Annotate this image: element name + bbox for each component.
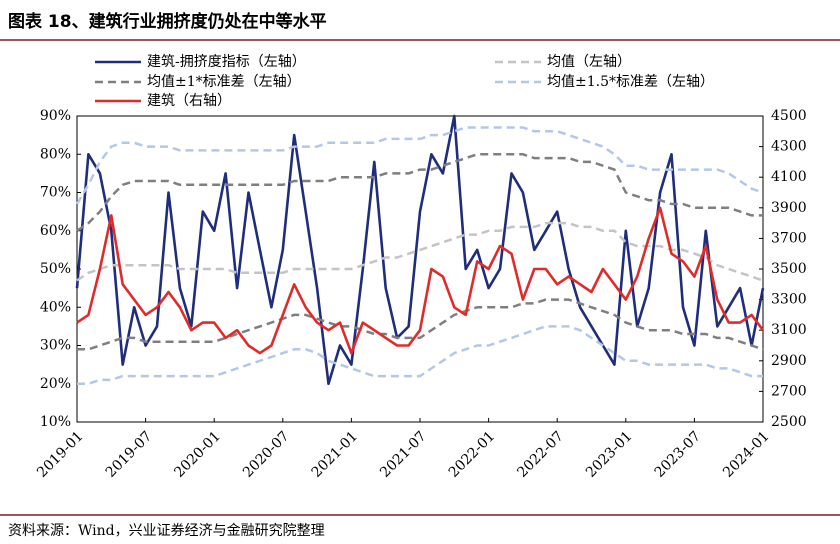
y2-tick-label: 3500 bbox=[771, 261, 807, 277]
y-tick-label: 20% bbox=[40, 376, 71, 392]
legend-label: 建筑（右轴） bbox=[147, 93, 231, 109]
x-tick-label: 2023-07 bbox=[652, 428, 704, 480]
series-line bbox=[75, 126, 764, 205]
x-tick-label: 2022-01 bbox=[446, 428, 498, 480]
series-line bbox=[77, 298, 764, 351]
y2-tick-label: 2900 bbox=[771, 353, 807, 369]
y-tick-label: 70% bbox=[40, 185, 71, 201]
y2-tick-label: 2700 bbox=[771, 383, 807, 399]
series-line bbox=[77, 325, 763, 386]
x-tick-label: 2024-01 bbox=[720, 428, 772, 480]
x-tick-label: 2019-07 bbox=[103, 428, 155, 480]
series-line bbox=[76, 153, 763, 232]
source-note: 资料来源：Wind，兴业证券经济与金融研究院整理 bbox=[8, 523, 325, 539]
y2-tick-label: 4100 bbox=[771, 169, 807, 185]
x-tick-label: 2023-01 bbox=[583, 428, 635, 480]
y-tick-label: 60% bbox=[40, 223, 71, 239]
x-tick-label: 2019-01 bbox=[34, 428, 86, 480]
y2-tick-label: 3300 bbox=[771, 292, 807, 308]
y-tick-label: 10% bbox=[40, 414, 71, 430]
legend-label: 均值±1.5*标准差（左轴） bbox=[547, 74, 714, 90]
y2-tick-label: 2500 bbox=[771, 414, 807, 430]
y2-tick-label: 3100 bbox=[771, 322, 807, 338]
y-tick-label: 30% bbox=[40, 338, 71, 354]
y2-tick-label: 3900 bbox=[771, 200, 807, 216]
y-tick-label: 50% bbox=[40, 261, 71, 277]
x-tick-label: 2021-07 bbox=[377, 428, 429, 480]
y-tick-label: 80% bbox=[40, 146, 71, 162]
y-tick-label: 90% bbox=[40, 108, 71, 124]
y2-tick-label: 4300 bbox=[771, 139, 807, 155]
chart-title: 图表 18、建筑行业拥挤度仍处在中等水平 bbox=[8, 11, 327, 32]
series-line bbox=[76, 206, 765, 355]
x-tick-label: 2020-01 bbox=[171, 428, 223, 480]
series-line bbox=[75, 114, 765, 386]
y2-tick-label: 3700 bbox=[771, 230, 807, 246]
x-tick-label: 2022-07 bbox=[514, 428, 566, 480]
y-tick-label: 40% bbox=[40, 299, 71, 315]
legend-label: 均值±1*标准差（左轴） bbox=[147, 74, 301, 90]
y2-tick-label: 4500 bbox=[771, 108, 807, 124]
legend-label: 建筑-拥挤度指标（左轴） bbox=[147, 54, 306, 70]
legend-label: 均值（左轴） bbox=[547, 54, 631, 70]
series-line bbox=[76, 221, 764, 282]
x-tick-label: 2020-07 bbox=[240, 428, 292, 480]
x-tick-label: 2021-01 bbox=[309, 428, 361, 480]
